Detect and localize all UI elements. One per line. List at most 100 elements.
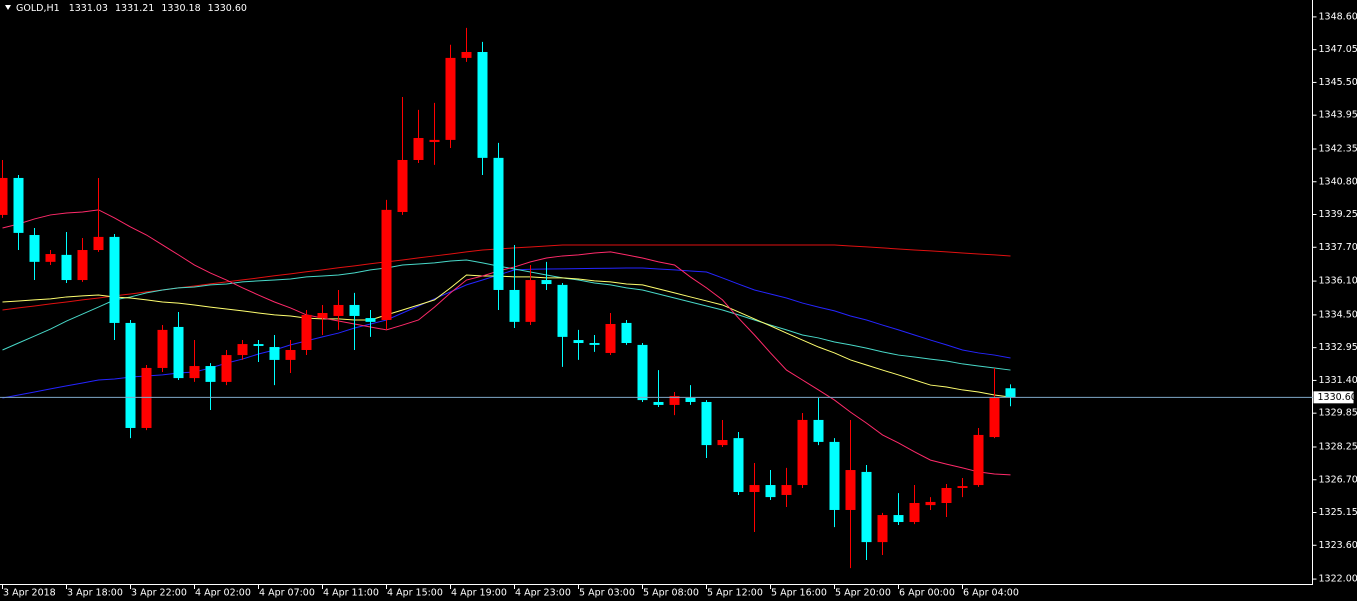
candle-body [317, 313, 328, 319]
candle-body [13, 177, 24, 233]
candle-body [269, 347, 280, 360]
moving-average-line [2, 259, 1011, 371]
y-tick-label: 1345.50 [1319, 77, 1357, 88]
candle-body [93, 236, 104, 251]
candle-body [493, 157, 504, 290]
candle-body [509, 289, 520, 322]
candle-body [925, 501, 936, 506]
candle-body [957, 486, 968, 488]
x-tick-label: 5 Apr 03:00 [579, 588, 635, 599]
y-tick-label: 1329.85 [1319, 408, 1357, 419]
x-tick-label: 3 Apr 18:00 [67, 588, 123, 599]
candle-body [941, 487, 952, 503]
candle-body [541, 280, 552, 285]
candle-body [749, 485, 760, 493]
candle-body [237, 344, 248, 356]
x-tick-label: 5 Apr 16:00 [771, 588, 827, 599]
y-tick-label: 1334.50 [1319, 309, 1357, 320]
y-tick-label: 1325.15 [1319, 507, 1357, 518]
x-tick-label: 6 Apr 00:00 [899, 588, 955, 599]
candle-body [445, 57, 456, 140]
candle-body [109, 236, 120, 323]
header-open: 1331.03 [69, 3, 108, 14]
candle-body [701, 401, 712, 446]
y-tick-label: 1326.70 [1319, 474, 1357, 485]
candle-body [829, 441, 840, 510]
y-tick-label: 1323.60 [1319, 540, 1357, 551]
candle-body [717, 440, 728, 446]
y-tick-label: 1348.60 [1319, 11, 1357, 22]
candle-body [845, 470, 856, 510]
candle-body [381, 209, 392, 320]
moving-average-line [2, 209, 1011, 476]
axis-labels: 1348.60 1347.05 1345.50 1343.95 1342.35 1340.… [2, 11, 1357, 599]
x-tick-label: 5 Apr 12:00 [707, 588, 763, 599]
plot-area [0, 27, 1313, 569]
candle-body [157, 329, 168, 368]
candle-body [877, 515, 888, 543]
x-tick-label: 4 Apr 15:00 [387, 588, 443, 599]
candle-body [765, 485, 776, 498]
candle-body [861, 471, 872, 543]
x-tick-label: 3 Apr 2018 [3, 588, 56, 599]
candle-body [77, 250, 88, 281]
candle-body [557, 284, 568, 337]
x-tick-label: 4 Apr 23:00 [515, 588, 571, 599]
x-tick-label: 3 Apr 22:00 [131, 588, 187, 599]
chart-title: GOLD,H1 [16, 3, 60, 14]
candle-body [477, 51, 488, 158]
candle-body [1005, 388, 1016, 398]
y-tick-label: 1337.70 [1319, 242, 1357, 253]
candle-body [173, 326, 184, 379]
candle-body [413, 138, 424, 160]
candle-body [205, 366, 216, 382]
candle-body [333, 304, 344, 316]
candle-body [301, 314, 312, 350]
candle-body [733, 438, 744, 493]
x-tick-label: 4 Apr 02:00 [195, 588, 251, 599]
chart-header: GOLD,H1 1331.03 1331.21 1330.18 1330.60 [16, 3, 247, 14]
candle-body [189, 366, 200, 379]
y-tick-label: 1343.95 [1319, 110, 1357, 121]
header-low: 1330.18 [161, 3, 200, 14]
candle-body [669, 396, 680, 405]
candle-body [365, 318, 376, 322]
moving-average-line [2, 274, 1011, 398]
candle-body [45, 254, 56, 262]
y-tick-label: 1322.00 [1319, 574, 1357, 585]
x-tick-label: 5 Apr 20:00 [835, 588, 891, 599]
y-tick-label: 1342.35 [1319, 143, 1357, 154]
candle-body [589, 343, 600, 345]
candle-body [973, 434, 984, 486]
x-tick-label: 4 Apr 07:00 [259, 588, 315, 599]
candle-body [349, 304, 360, 316]
candle-body [397, 159, 408, 212]
moving-average-line [2, 267, 1011, 399]
y-tick-label: 1331.40 [1319, 375, 1357, 386]
candle-body [797, 419, 808, 486]
x-tick-label: 4 Apr 11:00 [323, 588, 379, 599]
y-tick-label: 1339.25 [1319, 209, 1357, 220]
candle-body [781, 485, 792, 495]
header-close: 1330.60 [208, 3, 247, 14]
y-tick-label: 1336.10 [1319, 276, 1357, 287]
menu-arrow[interactable] [5, 5, 11, 10]
candle-body [461, 51, 472, 58]
candle-body [653, 401, 664, 405]
candle-body [253, 344, 264, 346]
candle-body [29, 235, 40, 262]
candle-body [61, 254, 72, 281]
x-tick-label: 5 Apr 08:00 [643, 588, 699, 599]
price-label-box [1313, 391, 1354, 404]
candle-body [221, 355, 232, 382]
candle-body [989, 397, 1000, 438]
price-label: 1330.60 [1318, 392, 1357, 403]
y-tick-label: 1340.80 [1319, 176, 1357, 187]
candle-body [285, 349, 296, 360]
candle-body [637, 344, 648, 401]
y-tick-label: 1328.25 [1319, 441, 1357, 452]
candle-body [685, 397, 696, 402]
candle-body [573, 340, 584, 344]
